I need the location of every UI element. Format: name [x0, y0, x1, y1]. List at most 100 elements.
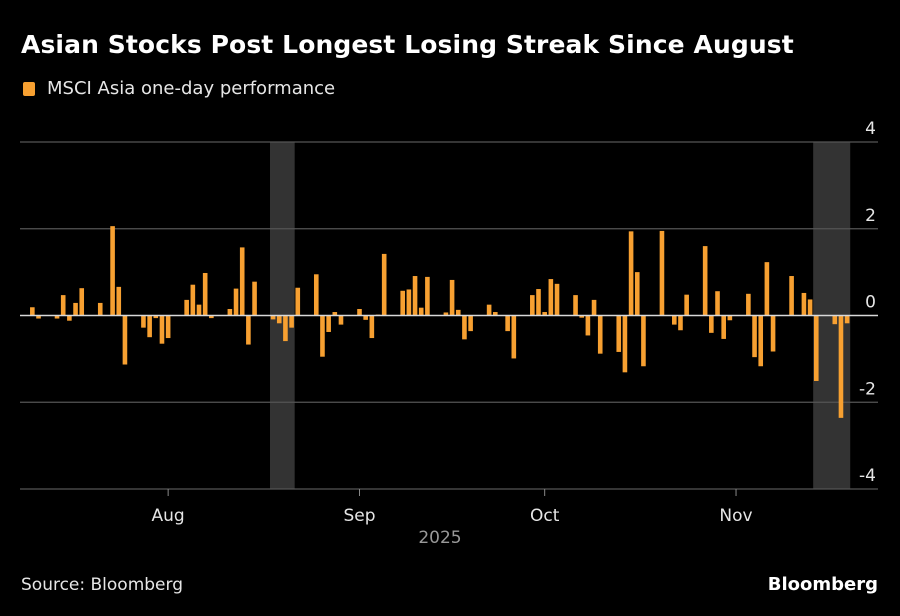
bar — [116, 286, 122, 316]
bar — [530, 295, 535, 316]
bar — [579, 315, 585, 318]
bar — [591, 299, 597, 316]
x-tick-label: Sep — [343, 506, 375, 526]
bar — [381, 253, 387, 316]
bar — [770, 315, 776, 352]
bar — [684, 294, 689, 316]
bar — [813, 315, 819, 381]
bar — [418, 307, 424, 316]
bar — [536, 289, 541, 316]
bar — [36, 315, 41, 319]
bar — [554, 283, 560, 316]
bar — [400, 290, 406, 316]
bar — [641, 315, 646, 367]
bar — [758, 315, 764, 367]
legend-label: MSCI Asia one-day performance — [47, 78, 336, 99]
bar — [789, 276, 794, 316]
x-tick-label: Nov — [719, 506, 752, 526]
y-tick-label: 0 — [865, 293, 876, 313]
bar — [289, 315, 294, 328]
bar — [412, 276, 418, 316]
bar — [313, 274, 319, 316]
bar — [190, 284, 196, 316]
y-tick-label: 2 — [865, 206, 876, 226]
bar — [30, 307, 35, 316]
bar — [233, 288, 239, 316]
bar — [832, 315, 838, 325]
bar — [406, 289, 412, 316]
bar — [276, 315, 282, 324]
bar — [246, 315, 251, 345]
bar — [239, 247, 245, 316]
x-axis-year-label: 2025 — [418, 528, 461, 548]
bar — [449, 279, 455, 316]
bar — [443, 312, 449, 316]
bar — [807, 299, 813, 316]
bar — [202, 272, 208, 316]
bar — [97, 302, 103, 316]
bar — [616, 315, 622, 352]
bar — [628, 231, 634, 316]
bar — [79, 288, 85, 316]
y-tick-label: -2 — [859, 379, 876, 399]
bar — [702, 246, 708, 316]
bar — [73, 302, 78, 316]
bar — [283, 315, 288, 342]
bar — [492, 312, 498, 316]
bar — [141, 315, 146, 328]
bar — [357, 308, 362, 316]
bar — [721, 315, 726, 339]
bar — [462, 315, 467, 340]
bar — [270, 315, 276, 320]
x-tick-label: Aug — [152, 506, 185, 526]
bar — [672, 315, 677, 325]
bar — [838, 315, 844, 418]
bar — [746, 293, 751, 316]
bar — [320, 315, 325, 357]
bar — [147, 315, 152, 338]
bar — [326, 315, 331, 332]
bar — [110, 226, 115, 316]
bar — [764, 262, 770, 316]
bar — [184, 299, 189, 316]
bar — [67, 315, 72, 321]
x-tick-label: Oct — [530, 506, 560, 526]
bar — [801, 292, 807, 316]
bar — [548, 279, 554, 316]
chart-title: Asian Stocks Post Longest Losing Streak … — [21, 30, 794, 59]
bar — [363, 315, 368, 320]
bar — [709, 315, 714, 333]
y-tick-label: 4 — [865, 119, 876, 139]
bar — [659, 230, 665, 316]
bloomberg-logo: Bloomberg — [767, 574, 878, 595]
legend-swatch — [23, 81, 35, 96]
bar — [227, 308, 233, 316]
bar — [369, 315, 375, 339]
bar — [159, 315, 165, 344]
bar — [542, 312, 547, 316]
bar — [622, 315, 628, 373]
bar — [196, 304, 202, 316]
bar — [585, 315, 591, 336]
bar — [338, 315, 344, 325]
legend: MSCI Asia one-day performance — [23, 78, 335, 99]
bar — [455, 309, 461, 316]
bar — [715, 291, 720, 316]
y-tick-label: -4 — [859, 466, 876, 486]
bar — [573, 295, 578, 316]
bar — [634, 272, 640, 316]
bar — [486, 304, 492, 316]
bar — [678, 315, 683, 331]
bar — [122, 315, 128, 365]
bar — [60, 295, 66, 316]
bar — [425, 276, 430, 316]
bar — [54, 315, 60, 319]
bar — [505, 315, 510, 332]
bar — [511, 315, 517, 359]
bar — [165, 315, 171, 339]
bar — [209, 315, 214, 319]
bar — [153, 315, 159, 319]
bar — [727, 315, 733, 321]
bar — [752, 315, 757, 358]
